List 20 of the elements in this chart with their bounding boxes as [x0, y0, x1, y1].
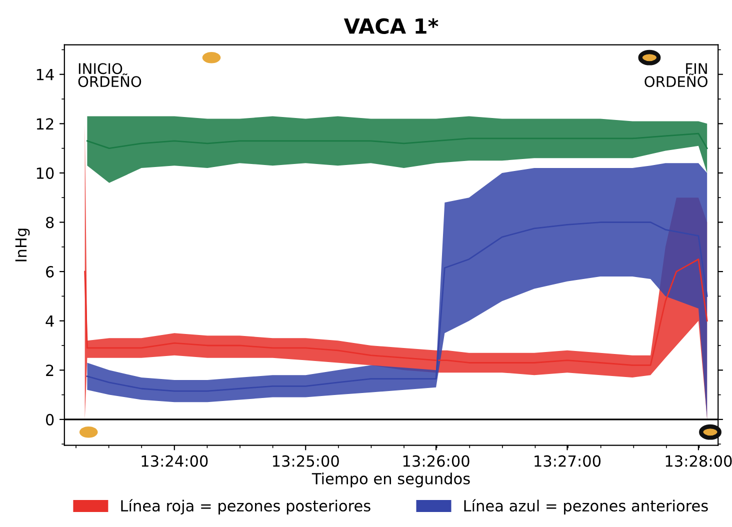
x-tick-label: 13:28:00	[666, 455, 732, 467]
y-tick-label: 10	[36, 167, 54, 179]
x-tick-label: 13:27:00	[534, 455, 601, 467]
annotation: INICIO ORDEÑO	[78, 63, 142, 88]
y-tick-label: 8	[46, 216, 54, 228]
y-tick-label: 2	[46, 364, 54, 376]
x-tick-label: 13:26:00	[403, 455, 470, 467]
annotation: FIN ORDEÑO	[644, 63, 708, 88]
legend-label: Línea roja = pezones posteriores	[121, 499, 370, 515]
x-axis-title: Tiempo en segundos	[312, 472, 470, 488]
y-tick-label: 12	[36, 118, 54, 130]
y-axis-title: InHg	[15, 228, 30, 262]
y-tick-label: 4	[46, 316, 54, 327]
x-tick-label: 13:24:00	[142, 455, 208, 467]
x-tick-label: 13:25:00	[272, 455, 339, 467]
y-tick-label: 14	[36, 69, 54, 80]
y-tick-label: 0	[46, 414, 54, 426]
chart-title: VACA 1*	[344, 18, 438, 34]
legend-label: Línea azul = pezones anteriores	[464, 499, 708, 515]
y-tick-label: 6	[46, 266, 54, 278]
